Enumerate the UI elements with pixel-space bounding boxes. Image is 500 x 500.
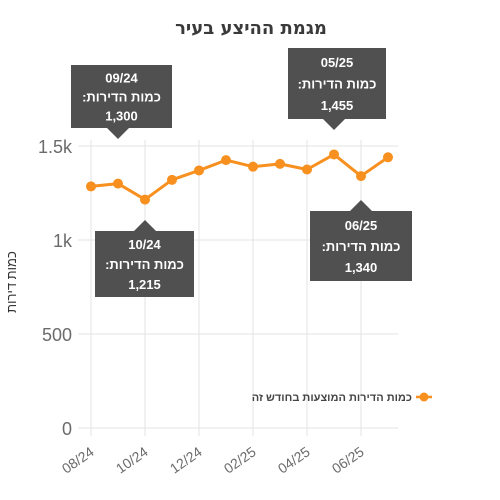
data-point xyxy=(140,194,150,205)
y-tick-label: 1.5k xyxy=(38,137,73,157)
tooltip-pointer xyxy=(323,119,345,130)
data-point xyxy=(275,158,285,169)
data-point xyxy=(194,165,204,176)
tooltip-label: כמות הדירות: xyxy=(82,90,161,105)
legend-marker xyxy=(419,392,429,402)
data-point xyxy=(167,174,177,185)
tooltip-label: כמות הדירות: xyxy=(298,77,377,92)
data-point xyxy=(86,181,96,192)
legend-label: כמות הדירות המוצעות בחודש זה xyxy=(252,392,412,404)
data-point xyxy=(302,164,312,175)
y-axis-ticks: 0 500 1k 1.5k xyxy=(38,137,73,439)
legend[interactable]: כמות הדירות המוצעות בחודש זה xyxy=(252,392,432,404)
tooltip: 09/24 כמות הדירות: 1,300 xyxy=(71,65,172,139)
x-tick-label: 04/25 xyxy=(275,443,313,476)
x-tick-label: 02/25 xyxy=(221,443,259,476)
y-tick-label: 1k xyxy=(53,231,73,251)
tooltip-box xyxy=(288,48,386,119)
chart-title: מגמת ההיצע בעיר xyxy=(175,18,327,39)
tooltip: 05/25 כמות הדירות: 1,455 xyxy=(288,48,386,130)
tooltip-label: כמות הדירות: xyxy=(322,239,401,254)
tooltip-date: 06/25 xyxy=(345,218,378,233)
x-tick-label: 08/24 xyxy=(59,443,97,476)
tooltip: 06/25 כמות הדירות: 1,340 xyxy=(310,200,412,281)
tooltip-date: 10/24 xyxy=(128,237,161,252)
data-point xyxy=(113,178,123,189)
y-axis-label: כמות דירות xyxy=(4,251,19,313)
tooltip-date: 05/25 xyxy=(321,55,354,70)
tooltip: 10/24 כמות הדירות: 1,215 xyxy=(95,220,194,297)
tooltip-value: 1,300 xyxy=(105,109,138,124)
tooltip-pointer xyxy=(134,220,156,231)
tooltip-pointer xyxy=(107,128,129,139)
x-tick-label: 06/25 xyxy=(329,443,367,476)
x-axis-ticks: 08/24 10/24 12/24 02/25 04/25 06/25 xyxy=(59,443,367,476)
tooltip-box xyxy=(310,211,412,281)
tooltip-box xyxy=(95,231,194,297)
series-layer xyxy=(86,149,393,205)
data-point xyxy=(383,152,393,163)
y-tick-label: 500 xyxy=(42,325,72,345)
y-tick-label: 0 xyxy=(62,419,72,439)
data-point xyxy=(221,155,231,166)
data-point xyxy=(356,171,366,182)
tooltip-label: כמות הדירות: xyxy=(105,257,184,272)
tooltip-date: 09/24 xyxy=(105,70,138,85)
tooltip-box xyxy=(71,65,172,128)
tooltip-value: 1,215 xyxy=(128,277,161,292)
tooltip-value: 1,455 xyxy=(321,98,354,113)
x-tick-label: 10/24 xyxy=(113,443,151,476)
series-line xyxy=(90,152,389,202)
tooltip-pointer xyxy=(350,200,372,211)
tooltip-value: 1,340 xyxy=(345,260,378,275)
data-point xyxy=(329,149,339,160)
x-tick-label: 12/24 xyxy=(167,443,205,476)
data-point xyxy=(248,161,258,172)
